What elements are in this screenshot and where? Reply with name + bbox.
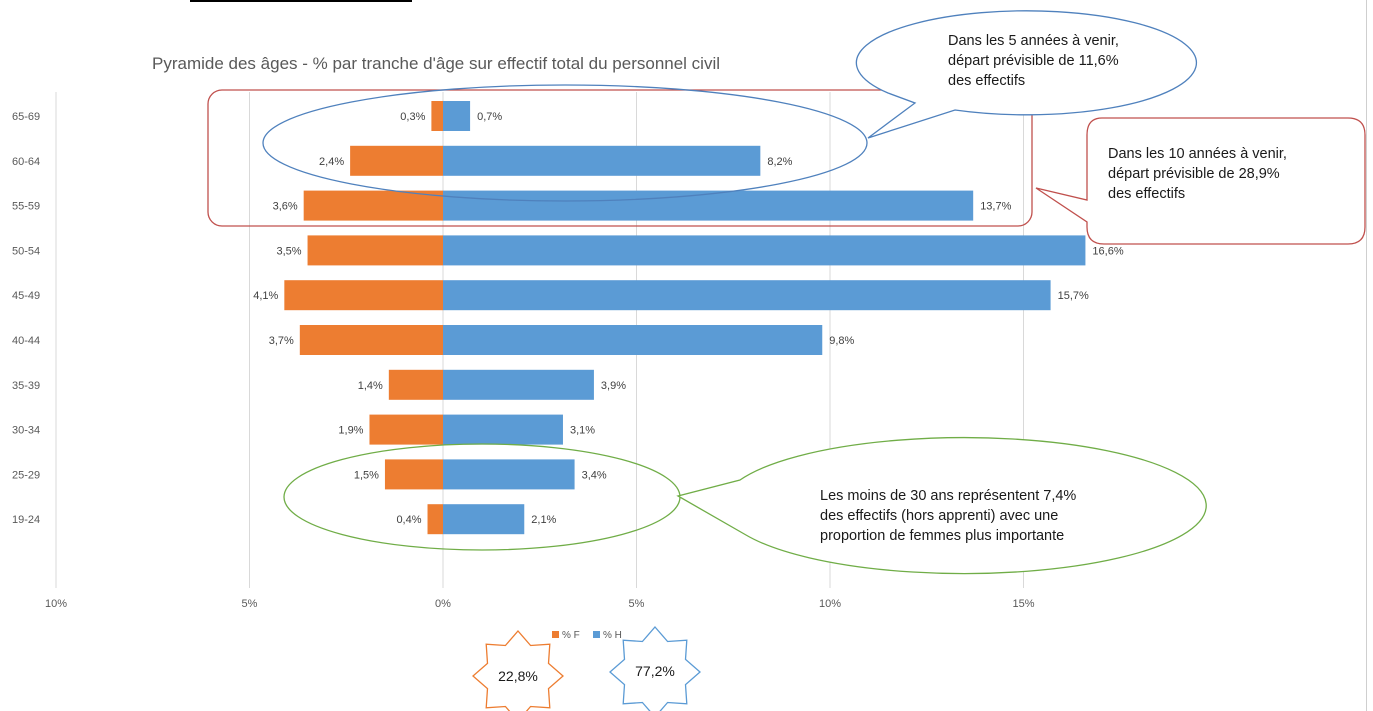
bar-female <box>369 414 443 445</box>
data-label-female: 4,1% <box>253 290 278 302</box>
chart-title: Pyramide des âges - % par tranche d'âge … <box>152 54 720 73</box>
legend-label-male: % H <box>603 630 622 641</box>
category-label: 19-24 <box>12 514 40 526</box>
under-30-line-2: des effectifs (hors apprenti) avec une <box>820 508 1059 524</box>
five-years-highlight-ellipse <box>262 84 868 202</box>
x-tick-label: 15% <box>1012 598 1034 610</box>
category-label: 55-59 <box>12 201 40 213</box>
x-tick-label: 10% <box>819 598 841 610</box>
data-label-female: 3,7% <box>269 335 294 347</box>
data-label-male: 8,2% <box>767 156 792 168</box>
legend-swatch-male <box>593 631 600 638</box>
data-label-female: 0,3% <box>400 111 425 123</box>
data-label-male: 15,7% <box>1058 290 1089 302</box>
ten-years-callout-bubble <box>1035 117 1366 245</box>
female-total-value: 22,8% <box>498 668 538 684</box>
category-label: 65-69 <box>12 111 40 123</box>
male-total-value: 77,2% <box>635 663 675 679</box>
under-30-callout-bubble <box>676 436 1207 575</box>
data-label-male: 16,6% <box>1092 245 1123 257</box>
five-years-callout-bubble <box>855 10 1198 139</box>
data-label-male: 3,1% <box>570 425 595 437</box>
five-years-line-3: des effectifs <box>948 73 1026 89</box>
data-label-female: 1,5% <box>354 469 379 481</box>
under-30-line-1: Les moins de 30 ans représentent 7,4% <box>820 488 1077 504</box>
bar-female <box>303 190 443 221</box>
x-tick-label: 10% <box>45 598 67 610</box>
bar-male <box>443 190 974 221</box>
legend-label-female: % F <box>562 630 580 641</box>
under-30-line-3: proportion de femmes plus importante <box>820 528 1065 544</box>
bar-female <box>307 235 443 266</box>
data-label-male: 0,7% <box>477 111 502 123</box>
data-label-male: 2,1% <box>531 514 556 526</box>
category-label: 60-64 <box>12 156 40 168</box>
bar-female <box>350 145 443 176</box>
bar-male <box>443 235 1086 266</box>
bars-group <box>284 101 1086 535</box>
data-label-female: 1,4% <box>358 380 383 392</box>
category-label: 30-34 <box>12 425 40 437</box>
legend: % F % H <box>552 630 622 641</box>
data-label-female: 2,4% <box>319 156 344 168</box>
under-30-callout-text: Les moins de 30 ans représentent 7,4% de… <box>820 486 1076 546</box>
data-label-female: 1,9% <box>338 425 363 437</box>
bar-female <box>388 369 443 400</box>
five-years-line-1: Dans les 5 années à venir, <box>948 33 1119 49</box>
bar-male <box>443 459 575 490</box>
bar-female <box>427 504 443 535</box>
x-tick-label: 5% <box>629 598 645 610</box>
bar-male <box>443 504 525 535</box>
x-tick-label: 5% <box>242 598 258 610</box>
ten-years-callout-text: Dans les 10 années à venir, départ prévi… <box>1108 144 1287 204</box>
legend-swatch-female <box>552 631 559 638</box>
category-label: 40-44 <box>12 335 40 347</box>
category-label: 25-29 <box>12 469 40 481</box>
category-label: 50-54 <box>12 245 40 257</box>
top-underline <box>190 0 412 2</box>
ten-years-line-2: départ prévisible de 28,9% <box>1108 166 1280 182</box>
bar-male <box>443 369 594 400</box>
bar-male <box>443 101 471 131</box>
x-tick-labels-group: 10% 5% 0% 5% 10% 15% <box>45 598 1035 610</box>
data-labels-group: 0,3% 0,7% 2,4% 8,2% 3,6% 13,7% 3,5% 16,6% 4,1% 15… <box>253 111 1124 526</box>
bar-male <box>443 414 563 445</box>
category-label: 45-49 <box>12 290 40 302</box>
bar-male <box>443 145 761 176</box>
data-label-female: 3,6% <box>273 201 298 213</box>
data-label-female: 0,4% <box>396 514 421 526</box>
data-label-male: 3,4% <box>582 469 607 481</box>
right-edge-line <box>1366 0 1367 711</box>
bar-female <box>384 459 443 490</box>
bar-male <box>443 325 823 355</box>
male-total-star-badge <box>609 626 701 711</box>
x-tick-label: 0% <box>435 598 451 610</box>
data-label-male: 9,8% <box>829 335 854 347</box>
data-label-female: 3,5% <box>276 245 301 257</box>
bar-female <box>284 280 443 311</box>
ten-years-line-1: Dans les 10 années à venir, <box>1108 146 1287 162</box>
bar-female <box>299 325 443 355</box>
female-total-star-badge <box>472 630 564 711</box>
ten-years-line-3: des effectifs <box>1108 186 1186 202</box>
ten-years-highlight-box <box>207 89 1033 227</box>
five-years-callout-text: Dans les 5 années à venir, départ prévis… <box>948 31 1119 91</box>
data-label-male: 13,7% <box>980 201 1011 213</box>
five-years-line-2: départ prévisible de 11,6% <box>948 53 1119 69</box>
category-label: 35-39 <box>12 380 40 392</box>
data-label-male: 3,9% <box>601 380 626 392</box>
bar-male <box>443 280 1051 311</box>
category-labels-group: 65-69 60-64 55-59 50-54 45-49 40-44 35-39 30-34… <box>12 111 40 526</box>
bar-female <box>431 101 443 131</box>
